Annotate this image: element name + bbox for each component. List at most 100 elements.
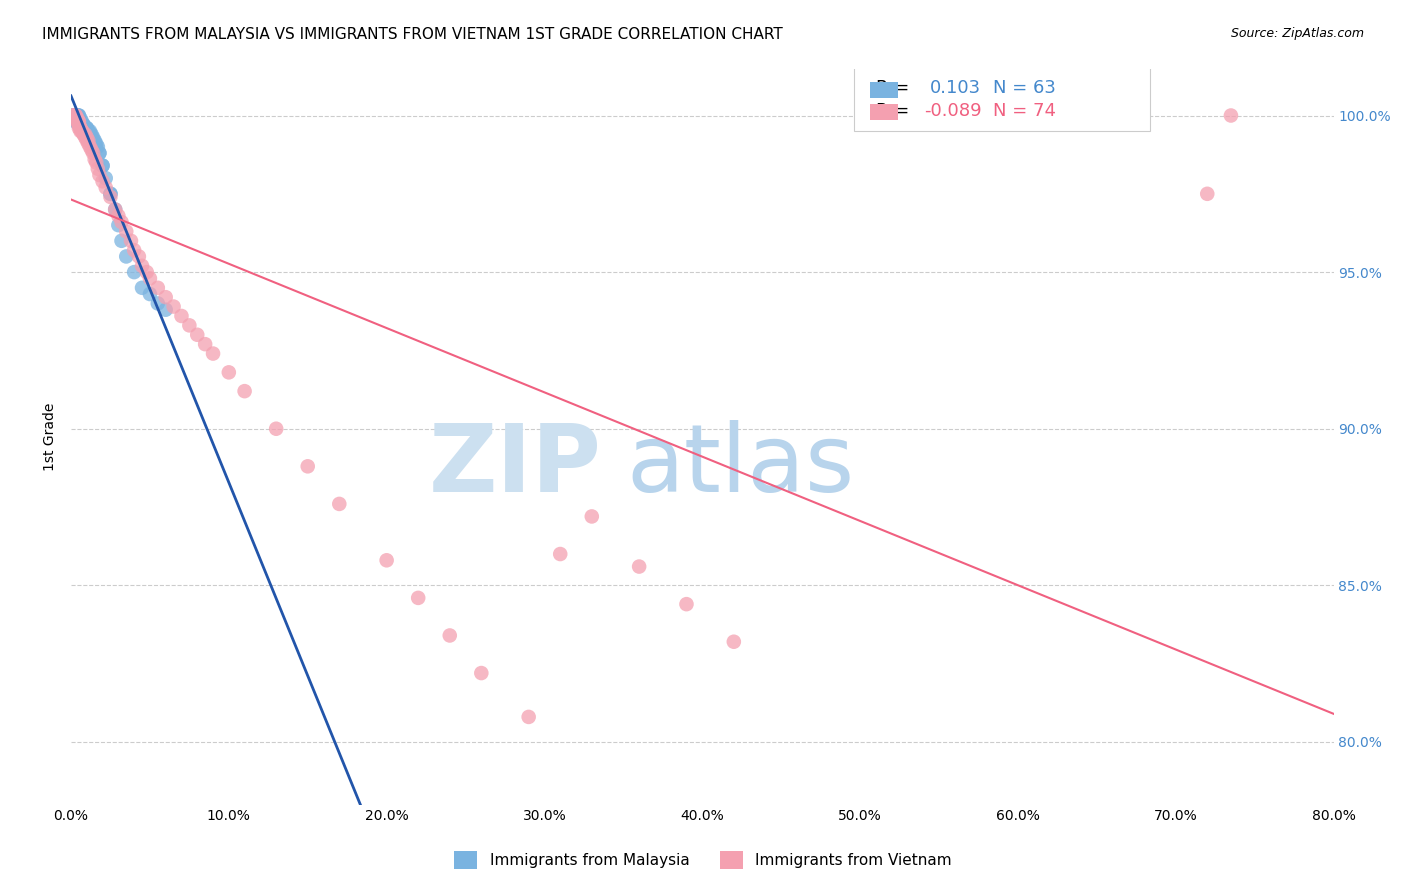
Point: [77, 124, 100, 138]
Point: [65, 112, 87, 126]
Point: [65, 115, 87, 129]
Point: [1197, 186, 1219, 201]
Point: [79, 140, 101, 154]
Point: [75, 130, 97, 145]
Point: [115, 250, 138, 264]
Point: [75, 121, 97, 136]
Point: [100, 186, 122, 201]
Point: [264, 422, 287, 436]
Point: [69, 112, 91, 126]
Point: [628, 559, 651, 574]
Text: 0.103: 0.103: [929, 79, 980, 97]
Text: R =: R =: [876, 103, 910, 120]
Point: [100, 186, 122, 201]
Point: [70, 124, 93, 138]
Point: [470, 666, 492, 681]
Point: [65, 108, 87, 122]
Point: [89, 146, 111, 161]
Point: [70, 115, 93, 129]
Point: [77, 124, 100, 138]
Point: [131, 281, 153, 295]
Point: [66, 108, 89, 122]
Point: [202, 346, 225, 360]
Text: Source: ZipAtlas.com: Source: ZipAtlas.com: [1230, 27, 1364, 40]
Point: [67, 115, 90, 129]
Point: [115, 224, 138, 238]
Point: [67, 108, 90, 122]
Point: [131, 259, 153, 273]
Point: [66, 112, 89, 126]
Point: [155, 302, 177, 317]
Text: -0.089: -0.089: [925, 103, 981, 120]
Point: [72, 128, 94, 142]
Point: [83, 134, 105, 148]
Point: [375, 553, 398, 567]
Point: [75, 124, 97, 138]
Point: [139, 271, 162, 285]
Point: [135, 265, 157, 279]
Point: [82, 146, 104, 161]
Point: [83, 153, 105, 167]
Point: [76, 130, 98, 145]
Point: [110, 215, 132, 229]
Point: [146, 296, 169, 310]
Point: [84, 140, 107, 154]
Point: [65, 108, 87, 122]
Point: [63, 108, 86, 122]
Point: [91, 159, 114, 173]
Point: [548, 547, 571, 561]
Point: [66, 115, 89, 129]
Point: [87, 140, 110, 154]
Point: [1219, 108, 1241, 122]
Point: [122, 265, 145, 279]
Y-axis label: 1st Grade: 1st Grade: [44, 402, 58, 471]
Bar: [870, 103, 898, 120]
Point: [194, 337, 217, 351]
Point: [69, 115, 91, 129]
Point: [63, 108, 86, 122]
Point: [67, 112, 90, 126]
Point: [70, 121, 93, 136]
Text: N = 63: N = 63: [993, 79, 1056, 97]
Point: [76, 124, 98, 138]
Point: [69, 121, 91, 136]
Point: [72, 121, 94, 136]
Point: [67, 118, 90, 132]
Point: [66, 112, 89, 126]
Point: [675, 597, 697, 611]
Point: [94, 180, 117, 194]
Point: [723, 634, 745, 648]
Point: [72, 128, 94, 142]
Point: [146, 281, 169, 295]
Point: [69, 121, 91, 136]
Point: [70, 124, 93, 138]
Text: R =: R =: [876, 79, 910, 97]
Point: [84, 136, 107, 151]
Point: [82, 130, 104, 145]
Point: [83, 136, 105, 151]
Point: [75, 128, 97, 142]
Point: [162, 300, 184, 314]
Point: [87, 161, 110, 176]
Point: [69, 124, 91, 138]
Point: [439, 628, 461, 642]
Point: [80, 143, 103, 157]
Point: [65, 112, 87, 126]
Point: [186, 327, 208, 342]
Point: [72, 118, 94, 132]
Point: [70, 118, 93, 132]
Text: IMMIGRANTS FROM MALAYSIA VS IMMIGRANTS FROM VIETNAM 1ST GRADE CORRELATION CHART: IMMIGRANTS FROM MALAYSIA VS IMMIGRANTS F…: [42, 27, 783, 42]
Point: [297, 459, 319, 474]
Point: [69, 118, 91, 132]
Point: [82, 134, 104, 148]
Point: [66, 108, 89, 122]
Point: [66, 108, 89, 122]
Point: [155, 290, 177, 304]
Text: ZIP: ZIP: [429, 420, 602, 512]
Point: [62, 108, 84, 122]
Point: [80, 130, 103, 145]
Point: [581, 509, 603, 524]
Point: [104, 202, 127, 217]
Point: [70, 124, 93, 138]
Point: [94, 171, 117, 186]
